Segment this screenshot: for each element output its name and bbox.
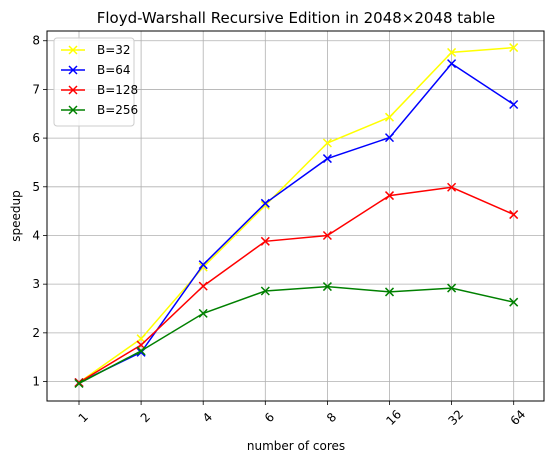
series-line xyxy=(78,46,514,384)
legend-marker xyxy=(68,105,78,115)
data-point-marker xyxy=(260,236,270,246)
data-point-marker xyxy=(447,283,457,293)
grid-lines xyxy=(47,31,544,401)
data-point-marker xyxy=(198,262,208,272)
legend: B=32 B=64 B=128 B=256 xyxy=(53,37,138,127)
y-tick-label: 8 xyxy=(32,34,40,48)
series-line xyxy=(78,62,515,384)
series-b-256 xyxy=(74,282,519,389)
legend-label: B=128 xyxy=(97,83,138,97)
data-point-marker xyxy=(384,133,395,143)
legend-box xyxy=(53,37,135,127)
y-tick-label: 2 xyxy=(32,326,40,340)
y-axis-ticks: 1 2 3 4 5 6 7 8 xyxy=(32,34,47,389)
legend-entry: B=256 xyxy=(61,103,138,117)
legend-entry: B=64 xyxy=(61,63,131,77)
series-line xyxy=(78,285,514,385)
data-point-marker xyxy=(447,59,457,69)
data-point-marker xyxy=(198,281,208,291)
y-tick-label: 3 xyxy=(32,277,40,291)
data-point-marker xyxy=(198,260,208,270)
legend-label: B=32 xyxy=(97,43,131,57)
data-point-marker xyxy=(322,230,332,241)
data-point-marker xyxy=(509,43,519,53)
data-point-marker xyxy=(384,191,395,201)
y-axis-label: speedup xyxy=(9,190,23,241)
data-point-marker xyxy=(509,297,519,307)
data-point-marker xyxy=(322,138,332,148)
legend-marker xyxy=(68,85,78,95)
chart-title: Floyd-Warshall Recursive Edition in 2048… xyxy=(97,9,496,27)
data-point-marker xyxy=(260,200,270,210)
legend-marker xyxy=(68,45,78,55)
y-tick-label: 4 xyxy=(32,228,40,242)
plot-area-frame xyxy=(46,30,545,402)
data-point-marker xyxy=(509,210,519,220)
legend-label: B=256 xyxy=(97,103,138,117)
data-point-marker xyxy=(384,287,395,297)
data-point-marker xyxy=(322,282,332,292)
data-point-marker xyxy=(447,182,457,192)
data-point-marker xyxy=(322,154,332,164)
data-point-marker xyxy=(198,308,208,318)
data-point-marker xyxy=(74,378,84,389)
y-tick-label: 5 xyxy=(32,180,40,194)
data-point-marker xyxy=(447,47,457,57)
y-tick-label: 6 xyxy=(32,131,40,145)
data-point-marker xyxy=(136,346,146,356)
data-point-marker xyxy=(260,198,270,208)
y-tick-label: 7 xyxy=(32,82,40,96)
legend-entry: B=128 xyxy=(61,83,138,97)
series-b-128 xyxy=(74,182,519,388)
data-point-marker xyxy=(384,112,395,122)
series-line xyxy=(78,186,515,384)
y-tick-label: 1 xyxy=(32,375,40,389)
legend-marker xyxy=(68,65,78,75)
series-layer xyxy=(74,43,519,389)
legend-label: B=64 xyxy=(97,63,131,77)
data-point-marker xyxy=(509,99,519,110)
legend-entry: B=32 xyxy=(61,43,131,57)
data-point-marker xyxy=(260,286,270,296)
x-axis-label: number of cores xyxy=(247,439,345,453)
